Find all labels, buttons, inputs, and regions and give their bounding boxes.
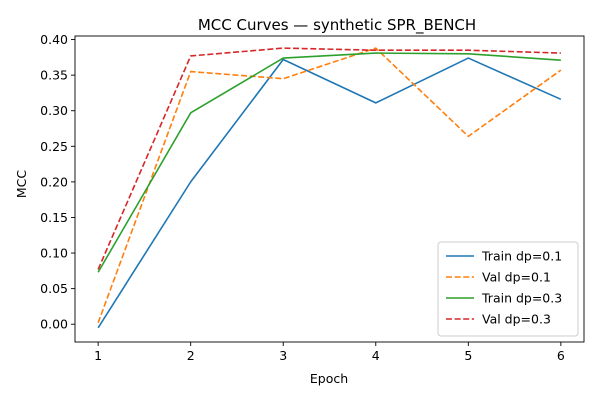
series-line-2 <box>97 47 562 324</box>
x-tick-label: 3 <box>279 348 287 363</box>
x-tick-label: 6 <box>557 348 565 363</box>
y-tick-label: 0.20 <box>40 174 68 189</box>
x-tick-label: 2 <box>187 348 195 363</box>
legend-box <box>437 241 579 337</box>
y-tick-label: 0.15 <box>40 210 68 225</box>
y-tick-label: 0.25 <box>40 139 68 154</box>
y-tick-label: 0.30 <box>40 103 68 118</box>
series-line-4 <box>97 47 561 270</box>
series-line-1 <box>97 57 562 329</box>
y-tick-label: 0.10 <box>40 246 68 261</box>
legend-label-3: Train dp=0.3 <box>481 291 562 306</box>
x-tick-label: 5 <box>464 348 472 363</box>
chart-title: MCC Curves — synthetic SPR_BENCH <box>198 16 476 35</box>
y-tick-label: 0.40 <box>40 32 68 47</box>
y-tick-label: 0.00 <box>40 317 68 332</box>
y-axis-label: MCC <box>14 170 29 199</box>
series-line-3 <box>97 52 561 273</box>
plot-frame <box>74 35 585 343</box>
legend-label-2: Val dp=0.1 <box>482 270 551 285</box>
y-tick-label: 0.35 <box>40 68 68 83</box>
legend-label-1: Train dp=0.1 <box>481 249 562 264</box>
legend: Train dp=0.1 Val dp=0.1 Train dp=0.3 Val dp… <box>437 241 579 337</box>
legend-label-4: Val dp=0.3 <box>482 312 551 327</box>
x-tick-label: 1 <box>94 348 102 363</box>
x-tick-label: 4 <box>372 348 380 363</box>
y-tick-label: 0.05 <box>40 281 68 296</box>
x-axis-label: Epoch <box>310 371 348 386</box>
plot-area: 1 2 3 4 5 6 0.00 0.05 0.10 0.15 0.20 0.25 0.30 0.35 0.… <box>40 32 585 363</box>
